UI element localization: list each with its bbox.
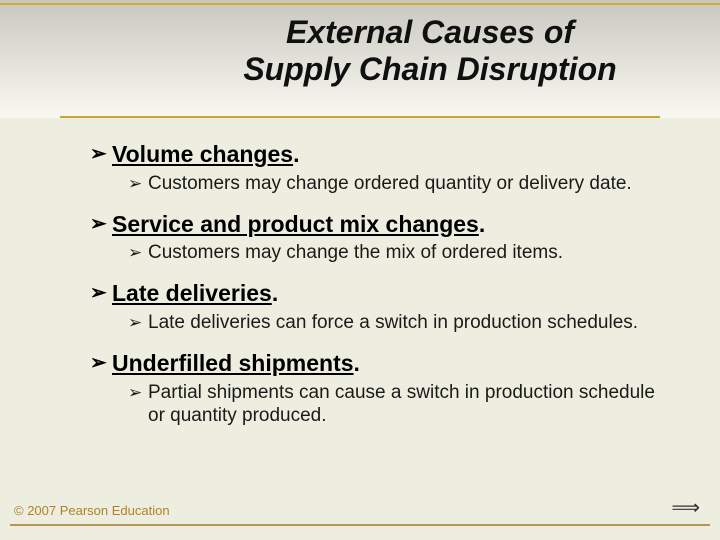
sub-text-4: Partial shipments can cause a switch in … bbox=[148, 382, 660, 428]
bullet-item-1: ➢ Volume changes. ➢ Customers may change… bbox=[90, 140, 660, 196]
chevron-right-icon: ➢ bbox=[90, 349, 112, 377]
sub-text-3: Late deliveries can force a switch in pr… bbox=[148, 312, 638, 335]
slide: External Causes of Supply Chain Disrupti… bbox=[0, 0, 720, 540]
chevron-right-icon: ➢ bbox=[128, 242, 148, 265]
bullet-heading-2: ➢ Service and product mix changes. bbox=[90, 210, 660, 239]
accent-line-top bbox=[0, 3, 720, 5]
next-arrow-icon[interactable]: ⟹ bbox=[671, 495, 700, 520]
chevron-right-icon: ➢ bbox=[90, 210, 112, 238]
sub-bullet-2: ➢ Customers may change the mix of ordere… bbox=[128, 242, 660, 265]
sub-bullet-4: ➢ Partial shipments can cause a switch i… bbox=[128, 382, 660, 428]
heading-text-4: Underfilled shipments. bbox=[112, 349, 360, 378]
bullet-item-3: ➢ Late deliveries. ➢ Late deliveries can… bbox=[90, 279, 660, 335]
bullet-item-4: ➢ Underfilled shipments. ➢ Partial shipm… bbox=[90, 349, 660, 427]
footer-copyright: © 2007 Pearson Education bbox=[14, 503, 170, 518]
chevron-right-icon: ➢ bbox=[90, 279, 112, 307]
sub-text-2: Customers may change the mix of ordered … bbox=[148, 242, 563, 265]
title-underline bbox=[60, 116, 660, 118]
sub-bullet-1: ➢ Customers may change ordered quantity … bbox=[128, 173, 660, 196]
chevron-right-icon: ➢ bbox=[128, 173, 148, 196]
chevron-right-icon: ➢ bbox=[128, 382, 148, 405]
heading-text-3: Late deliveries. bbox=[112, 279, 278, 308]
heading-text-2: Service and product mix changes. bbox=[112, 210, 485, 239]
bullet-heading-1: ➢ Volume changes. bbox=[90, 140, 660, 169]
bullet-heading-4: ➢ Underfilled shipments. bbox=[90, 349, 660, 378]
bullet-item-2: ➢ Service and product mix changes. ➢ Cus… bbox=[90, 210, 660, 266]
chevron-right-icon: ➢ bbox=[128, 312, 148, 335]
title-line-1: External Causes of bbox=[286, 14, 574, 50]
content-area: ➢ Volume changes. ➢ Customers may change… bbox=[90, 140, 660, 441]
chevron-right-icon: ➢ bbox=[90, 140, 112, 168]
slide-title: External Causes of Supply Chain Disrupti… bbox=[0, 14, 680, 88]
footer-line bbox=[10, 524, 710, 526]
title-line-2: Supply Chain Disruption bbox=[243, 51, 616, 87]
sub-bullet-3: ➢ Late deliveries can force a switch in … bbox=[128, 312, 660, 335]
heading-text-1: Volume changes. bbox=[112, 140, 299, 169]
sub-text-1: Customers may change ordered quantity or… bbox=[148, 173, 632, 196]
bullet-heading-3: ➢ Late deliveries. bbox=[90, 279, 660, 308]
